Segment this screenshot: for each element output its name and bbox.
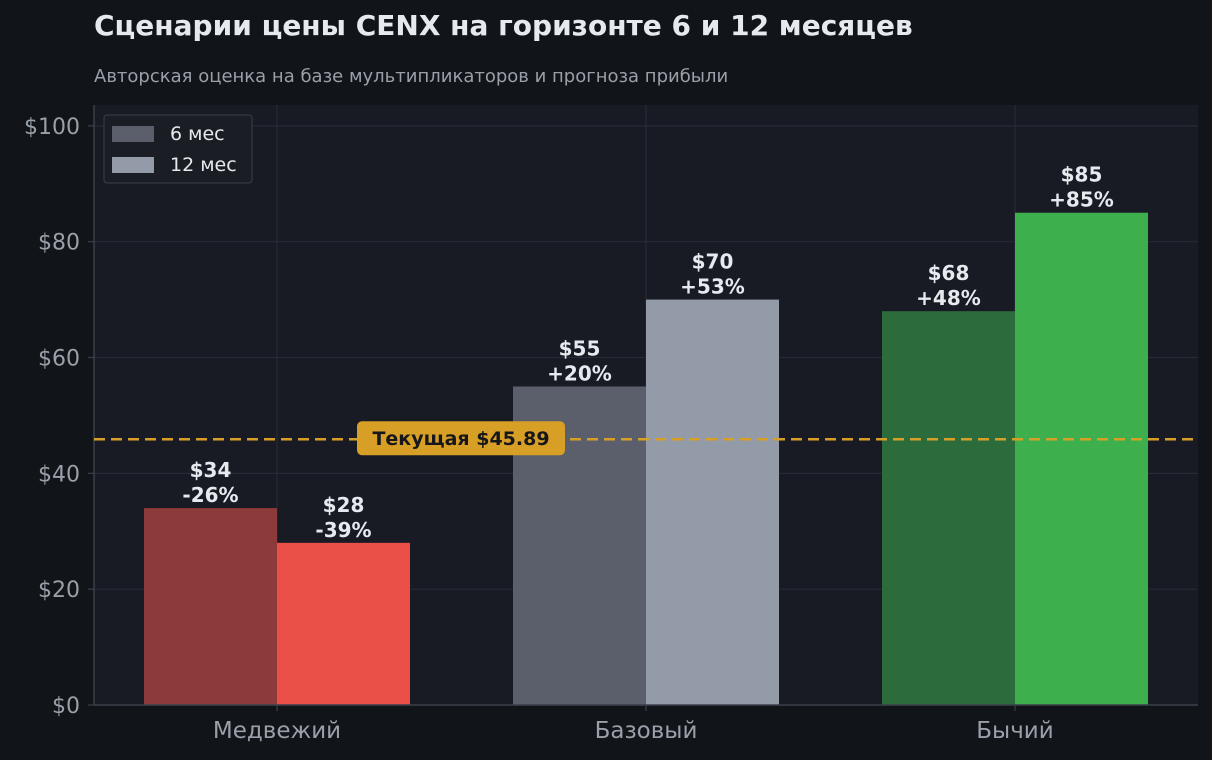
y-tick-label: $80 [38,231,80,256]
current-price-label: Текущая $45.89 [372,428,549,450]
y-tick-label: $60 [38,347,80,372]
current-price-badge [357,421,565,456]
chart-subtitle: Авторская оценка на базе мультипликаторо… [94,66,729,87]
legend-swatch [112,157,154,173]
bar-value-label: $85 +85% [1049,163,1114,212]
chart-title: Сценарии цены CENX на горизонте 6 и 12 м… [94,9,913,42]
y-tick-label: $100 [24,115,80,140]
bar-12m [1015,212,1148,706]
bar-value-label: $55 +20% [547,336,612,385]
bar-12m [646,299,779,705]
y-tick-label: $0 [52,694,80,719]
x-tick-label: Бычий [976,718,1053,744]
y-tick-label: $20 [38,578,80,603]
bar-6m [882,311,1015,705]
legend-label: 12 мес [170,154,237,176]
legend-swatch [112,126,154,142]
bar-value-label: $28 -39% [315,493,371,542]
bar-value-label: $70 +53% [680,250,745,299]
bar-6m [144,508,277,705]
legend-label: 6 мес [170,123,225,145]
x-tick-label: Базовый [595,718,698,744]
y-tick-label: $40 [38,462,80,487]
bar-value-label: $68 +48% [916,261,981,310]
bar-value-label: $34 -26% [182,458,238,507]
x-tick-label: Медвежий [213,718,341,744]
bar-12m [277,542,410,705]
